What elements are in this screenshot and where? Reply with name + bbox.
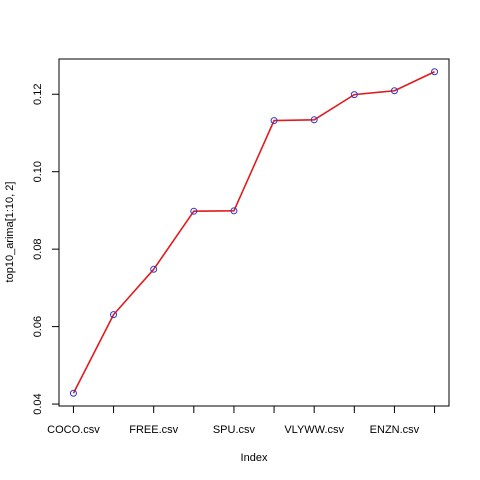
y-axis: 0.04 0.06 0.08 0.10 0.12 [32, 84, 59, 415]
data-point [350, 91, 358, 99]
data-point [110, 311, 118, 319]
y-tick-label: 0.12 [32, 84, 44, 105]
y-axis-title: top10_arima[1:10, 2] [4, 182, 16, 283]
data-point [230, 207, 238, 215]
x-tick-label: ENZN.csv [370, 424, 420, 436]
data-point [310, 116, 318, 124]
y-tick-label: 0.08 [32, 238, 44, 259]
data-point [390, 87, 398, 95]
x-axis-title: Index [241, 452, 268, 464]
x-axis: COCO.csv FREE.csv SPU.csv VLYWW.csv ENZN.csv [47, 406, 436, 436]
y-tick-label: 0.06 [32, 316, 44, 337]
data-point [150, 265, 158, 273]
y-tick-label: 0.10 [32, 161, 44, 182]
x-tick-label: FREE.csv [129, 424, 178, 436]
series-points [69, 68, 439, 397]
x-tick-label: SPU.csv [213, 424, 256, 436]
series-polyline [72, 71, 435, 394]
x-tick-label: VLYWW.csv [284, 424, 344, 436]
series-line [72, 71, 435, 394]
data-point [190, 207, 198, 215]
data-point [270, 117, 278, 125]
x-tick-label: COCO.csv [47, 424, 100, 436]
data-point [431, 68, 439, 76]
y-tick-label: 0.04 [32, 393, 44, 414]
plot-box [58, 58, 450, 407]
data-point [69, 389, 77, 397]
